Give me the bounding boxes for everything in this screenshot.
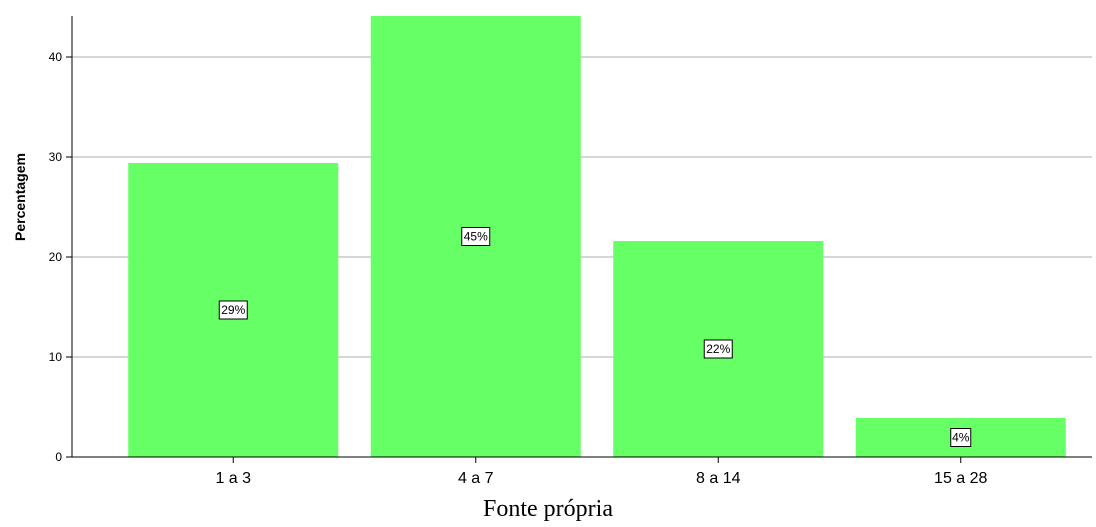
bars [128, 16, 1066, 457]
x-tick-label: 1 a 3 [215, 470, 251, 487]
data-label-box [218, 300, 248, 320]
y-tick-label: 10 [49, 350, 63, 364]
axes: 0 10 20 30 40 1 a 3 4 a 7 8 a 14 15 a 28 [49, 16, 1092, 487]
caption: Fonte própria [483, 496, 613, 522]
y-tick-label: 40 [49, 50, 63, 64]
y-tick-label: 0 [55, 450, 62, 464]
x-tick-label: 8 a 14 [696, 470, 741, 487]
data-label: 22% [706, 342, 730, 356]
data-label-box [461, 227, 491, 246]
y-tick-label: 30 [49, 150, 63, 164]
data-label: 4% [952, 431, 970, 445]
y-tick-label: 20 [49, 250, 63, 264]
y-axis-label: Percentagem [12, 153, 28, 241]
data-labels: 29% 45% 22% 4% [218, 227, 972, 447]
data-label: 45% [464, 230, 488, 244]
data-label-box [950, 428, 972, 447]
data-label-box [703, 339, 733, 359]
x-tick-label: 4 a 7 [458, 470, 494, 487]
data-label: 29% [221, 303, 245, 317]
x-tick-label: 15 a 28 [934, 470, 987, 487]
